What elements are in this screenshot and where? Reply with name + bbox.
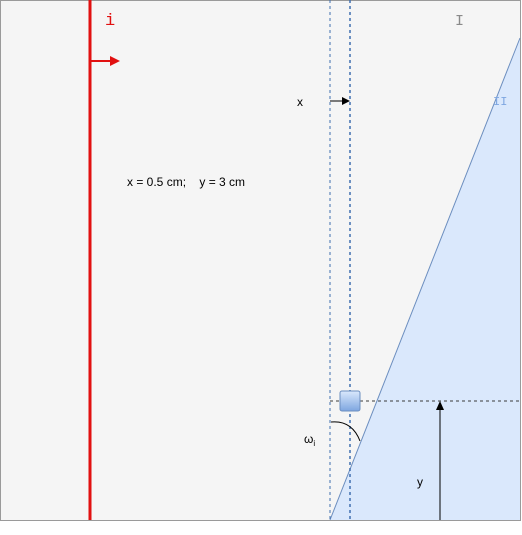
y-label: y (417, 475, 423, 489)
position-marker[interactable] (339, 390, 361, 412)
interface-line (329, 37, 521, 521)
incident-label: i (105, 12, 115, 31)
omega-label: ωi (304, 432, 315, 448)
region-one-label: I (455, 13, 464, 30)
region-two-label: II (493, 95, 507, 109)
omega-subscript: i (313, 439, 315, 448)
values-text: x = 0.5 cm; y = 3 cm (127, 175, 245, 189)
omega-symbol: ω (304, 432, 313, 446)
y-arrow-head (436, 401, 444, 410)
incident-arrow-head (110, 56, 120, 66)
x-label: x (297, 95, 303, 109)
angle-arc (330, 421, 361, 442)
x-arrow-head (342, 97, 350, 105)
